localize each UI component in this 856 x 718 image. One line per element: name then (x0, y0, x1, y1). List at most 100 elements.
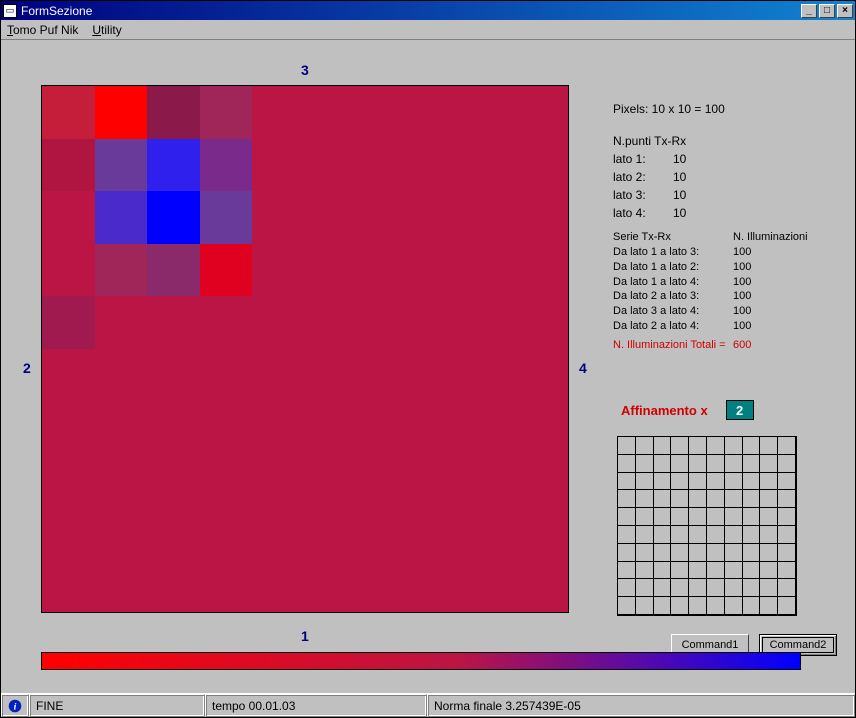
client-area: 3 2 4 1 Pixels: 10 x 10 = 100 N.punti Tx… (1, 40, 855, 693)
minigrid-cell (654, 579, 672, 597)
minigrid-cell (707, 490, 725, 508)
minigrid-cell (743, 526, 761, 544)
minigrid-cell (743, 473, 761, 491)
minigrid-cell (760, 437, 778, 455)
heatmap-cell (463, 507, 516, 560)
minigrid-cell (743, 579, 761, 597)
color-gradient-bar (41, 652, 801, 670)
heatmap-cell (95, 191, 148, 244)
minigrid-cell (760, 526, 778, 544)
heatmap-cell (515, 86, 568, 139)
minigrid-cell (618, 526, 636, 544)
minigrid-cell (618, 437, 636, 455)
heatmap-cell (147, 559, 200, 612)
minigrid-cell (654, 508, 672, 526)
heatmap-cell (410, 454, 463, 507)
heatmap-cell (147, 139, 200, 192)
heatmap-cell (42, 559, 95, 612)
heatmap-cell (147, 244, 200, 297)
heatmap-cell (42, 402, 95, 455)
minigrid-cell (743, 437, 761, 455)
minigrid-cell (618, 562, 636, 580)
heatmap-cell (358, 296, 411, 349)
minigrid-cell (778, 473, 796, 491)
minigrid-cell (778, 562, 796, 580)
heatmap-cell (147, 402, 200, 455)
heatmap-cell (200, 244, 253, 297)
side-label-left: 2 (23, 360, 31, 376)
side-label-right: 4 (579, 360, 587, 376)
mini-grid (617, 436, 797, 616)
npunti-label: N.punti Tx-Rx (613, 132, 838, 150)
heatmap-cell (515, 402, 568, 455)
serie-row: Da lato 1 a lato 2:100 (613, 260, 838, 275)
minigrid-cell (760, 562, 778, 580)
heatmap-cell (305, 191, 358, 244)
heatmap-cell (42, 191, 95, 244)
heatmap-cell (147, 86, 200, 139)
minigrid-cell (778, 490, 796, 508)
heatmap-cell (305, 559, 358, 612)
heatmap-cell (515, 244, 568, 297)
heatmap-cell (252, 507, 305, 560)
titlebar: ▭ FormSezione _ □ × (1, 1, 855, 20)
minigrid-cell (760, 544, 778, 562)
status-norma: Norma finale 3.257439E-05 (427, 694, 855, 717)
minigrid-cell (636, 526, 654, 544)
heatmap-cell (42, 507, 95, 560)
heatmap-cell (95, 349, 148, 402)
minigrid-cell (760, 473, 778, 491)
heatmap-cell (147, 296, 200, 349)
minigrid-cell (743, 544, 761, 562)
minigrid-cell (760, 597, 778, 615)
heatmap-cell (42, 296, 95, 349)
minigrid-cell (654, 544, 672, 562)
lato-row: lato 4:10 (613, 204, 838, 222)
minigrid-cell (689, 490, 707, 508)
minigrid-cell (636, 597, 654, 615)
heatmap-cell (463, 349, 516, 402)
minigrid-cell (689, 455, 707, 473)
minigrid-cell (636, 508, 654, 526)
minigrid-cell (707, 526, 725, 544)
heatmap-cell (463, 139, 516, 192)
minigrid-cell (654, 490, 672, 508)
serie-row: Da lato 1 a lato 3:100 (613, 245, 838, 260)
heatmap-cell (252, 402, 305, 455)
menubar: Tomo Puf Nik Utility (1, 20, 855, 40)
heatmap-cell (252, 454, 305, 507)
heatmap-cell (358, 507, 411, 560)
minigrid-cell (671, 508, 689, 526)
minigrid-cell (725, 455, 743, 473)
heatmap-cell (42, 86, 95, 139)
heatmap-cell (463, 402, 516, 455)
affinamento-label: Affinamento x (621, 403, 708, 418)
maximize-button[interactable]: □ (819, 4, 835, 18)
minigrid-cell (654, 473, 672, 491)
minigrid-cell (671, 526, 689, 544)
heatmap-cell (463, 559, 516, 612)
minigrid-cell (725, 562, 743, 580)
minigrid-cell (707, 597, 725, 615)
minigrid-cell (707, 544, 725, 562)
minigrid-cell (707, 562, 725, 580)
minigrid-cell (743, 562, 761, 580)
heatmap (41, 85, 569, 613)
minigrid-cell (654, 437, 672, 455)
menu-utility[interactable]: Utility (92, 23, 121, 37)
heatmap-cell (200, 296, 253, 349)
minigrid-cell (725, 544, 743, 562)
close-button[interactable]: × (837, 4, 853, 18)
minigrid-cell (725, 437, 743, 455)
affinamento-value: 2 (726, 400, 754, 420)
minimize-button[interactable]: _ (801, 4, 817, 18)
heatmap-cell (95, 559, 148, 612)
menu-tomo[interactable]: Tomo Puf Nik (7, 23, 78, 37)
heatmap-cell (95, 86, 148, 139)
info-panel: Pixels: 10 x 10 = 100 N.punti Tx-Rx lato… (613, 100, 838, 353)
minigrid-cell (618, 490, 636, 508)
minigrid-cell (618, 597, 636, 615)
heatmap-cell (515, 139, 568, 192)
serie-row: Da lato 2 a lato 3:100 (613, 289, 838, 304)
heatmap-cell (305, 244, 358, 297)
